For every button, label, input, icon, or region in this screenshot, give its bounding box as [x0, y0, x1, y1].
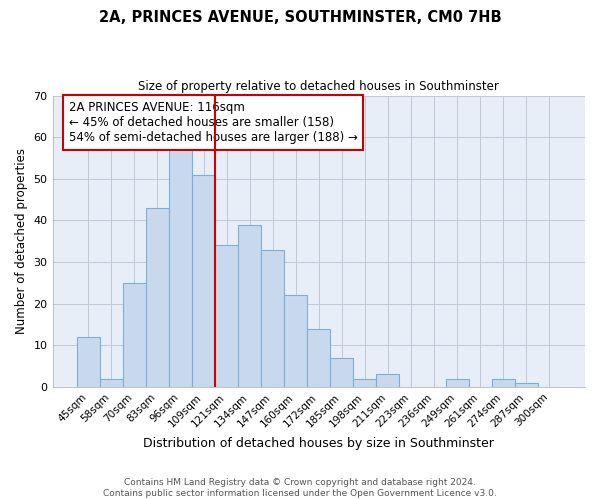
- Bar: [215, 246, 238, 387]
- Y-axis label: Number of detached properties: Number of detached properties: [15, 148, 28, 334]
- Bar: [284, 296, 307, 387]
- Bar: [330, 358, 353, 387]
- Bar: [515, 383, 538, 387]
- Bar: [446, 378, 469, 387]
- Text: 2A, PRINCES AVENUE, SOUTHMINSTER, CM0 7HB: 2A, PRINCES AVENUE, SOUTHMINSTER, CM0 7H…: [98, 10, 502, 25]
- Bar: [77, 337, 100, 387]
- Bar: [353, 378, 376, 387]
- Bar: [261, 250, 284, 387]
- Bar: [169, 146, 192, 387]
- X-axis label: Distribution of detached houses by size in Southminster: Distribution of detached houses by size …: [143, 437, 494, 450]
- Bar: [146, 208, 169, 387]
- Bar: [192, 174, 215, 387]
- Title: Size of property relative to detached houses in Southminster: Size of property relative to detached ho…: [139, 80, 499, 93]
- Bar: [238, 224, 261, 387]
- Bar: [100, 378, 123, 387]
- Bar: [307, 328, 330, 387]
- Bar: [376, 374, 400, 387]
- Text: Contains HM Land Registry data © Crown copyright and database right 2024.
Contai: Contains HM Land Registry data © Crown c…: [103, 478, 497, 498]
- Bar: [123, 283, 146, 387]
- Bar: [491, 378, 515, 387]
- Text: 2A PRINCES AVENUE: 116sqm
← 45% of detached houses are smaller (158)
54% of semi: 2A PRINCES AVENUE: 116sqm ← 45% of detac…: [68, 102, 358, 144]
